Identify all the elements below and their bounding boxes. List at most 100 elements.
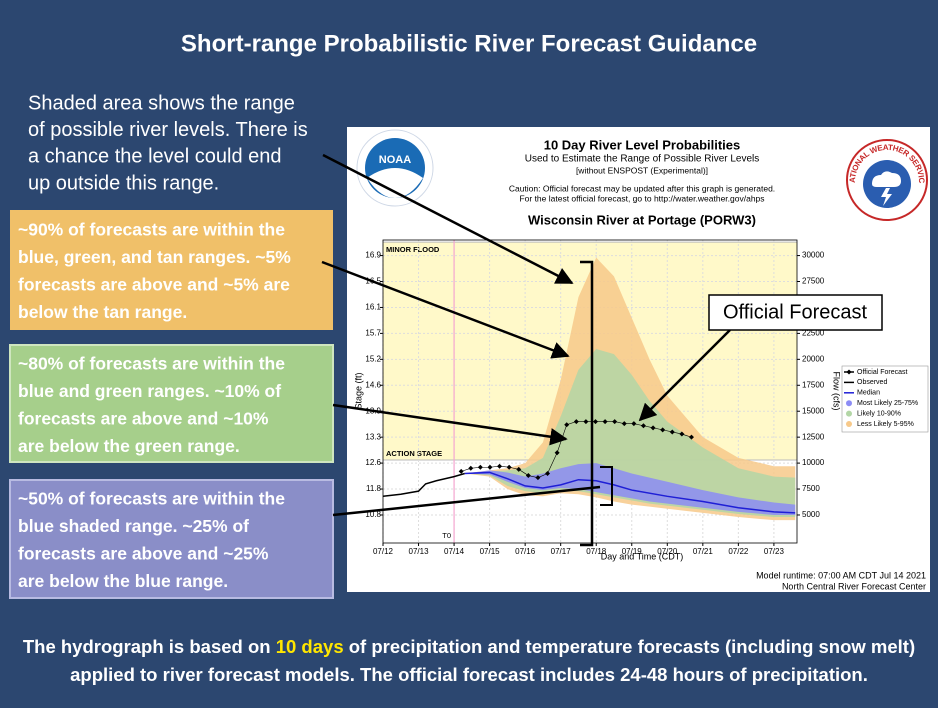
legend-swatch [846, 410, 852, 417]
stage-axis-label: Stage (ft) [353, 372, 363, 409]
legend-label: Median [857, 390, 880, 397]
arrow [332, 485, 601, 517]
bracket [580, 260, 594, 547]
forecast-point [631, 421, 637, 427]
forecast-point [545, 470, 551, 476]
legend-label: Observed [857, 379, 887, 386]
box-line: forecasts are above and ~25% [18, 544, 269, 564]
box-texts: ~90% of forecasts are within the blue, gr… [18, 220, 291, 592]
threshold-label: MINOR FLOOD [386, 245, 440, 254]
note-line: up outside this range. [28, 172, 219, 194]
caution: For the latest official forecast, go to … [519, 193, 764, 203]
forecast-point [564, 422, 570, 428]
forecast-point [660, 427, 666, 433]
arrow [321, 260, 570, 359]
arrow [332, 403, 568, 446]
forecast-point [535, 475, 541, 481]
footer-part: of precipitation and temperature forecas… [344, 636, 916, 657]
legend-label: Most Likely 25-75% [857, 400, 918, 407]
y-tick-label: 10000 [802, 458, 825, 467]
box-line: forecasts are above and ~5% are [18, 275, 290, 295]
forecast-point [468, 465, 474, 471]
center: North Central River Forecast Center [782, 581, 926, 591]
forecast-point [621, 421, 627, 427]
legend-swatch [846, 421, 852, 427]
station: Wisconsin River at Portage (PORW3) [528, 212, 756, 227]
y-tick-label: 7500 [802, 484, 820, 493]
footer-line: applied to river forecast models. The of… [70, 664, 868, 685]
y-tick-label: 30000 [802, 251, 825, 260]
series-line [464, 471, 796, 514]
box-line: ~80% of forecasts are within the [18, 354, 285, 374]
x-tick-label: 07/17 [551, 547, 572, 556]
forecast-point [487, 464, 493, 470]
noaa-gull [367, 168, 423, 198]
x-tick-label: 07/15 [480, 547, 501, 556]
y-axis-label: Flow (cfs) [832, 372, 842, 411]
stage-tick-label: 11.8 [366, 484, 382, 493]
nws-cloud [872, 171, 901, 187]
x-tick-label: 07/12 [373, 547, 394, 556]
forecast-point [583, 419, 589, 425]
x-tick-label: 07/14 [444, 547, 465, 556]
arrow [322, 153, 574, 285]
box-line: blue, green, and tan ranges. ~5% [18, 247, 291, 267]
x-tick-label: 07/23 [764, 547, 785, 556]
y-tick-label: 20000 [802, 354, 825, 363]
y-tick-label: 22500 [802, 328, 825, 337]
footer-part: The hydrograph is based on [23, 636, 276, 657]
legend-label: Official Forecast [857, 369, 907, 376]
stage-tick-label: 12.6 [365, 458, 381, 467]
runtime: Model runtime: 07:00 AM CDT Jul 14 2021 [756, 570, 926, 580]
y-tick-label: 15000 [802, 406, 825, 415]
series-line [383, 472, 465, 498]
legend-swatch [846, 400, 852, 407]
noaa-text: NOAA [379, 154, 411, 166]
forecast-point [640, 423, 646, 429]
t0-label: T0 [442, 531, 451, 540]
box-80 [9, 344, 334, 463]
x-tick-label: 07/16 [515, 547, 536, 556]
forecast-point [650, 425, 656, 431]
y-tick-label: 17500 [802, 380, 825, 389]
legend-box [841, 365, 929, 433]
x-tick-label: 07/18 [586, 547, 607, 556]
slide-title: Short-range Probabilistic River Forecast… [181, 30, 757, 57]
stage-tick-label: 14.6 [365, 380, 381, 389]
forecast-point [516, 466, 522, 472]
box-50 [9, 479, 334, 599]
note-line: a chance the level could end [28, 146, 282, 168]
box-line: below the tan range. [18, 302, 187, 322]
stage-tick-label: 10.8 [365, 510, 381, 519]
x-tick-label: 07/20 [657, 547, 678, 556]
forecast-point [525, 473, 531, 479]
forecast-point [688, 434, 694, 440]
forecast-point [506, 464, 512, 470]
stage-tick-label: 15.7 [365, 328, 381, 337]
forecast-point [679, 431, 685, 437]
nws-bolt [881, 188, 892, 206]
legend-swatch [846, 369, 852, 375]
box-90 [10, 210, 333, 330]
forecast-point [497, 463, 503, 469]
stage-tick-label: 15.2 [365, 354, 381, 363]
x-tick-label: 07/13 [409, 547, 430, 556]
arrow [638, 329, 731, 422]
x-tick-label: 07/19 [622, 547, 643, 556]
x-tick-label: 07/22 [728, 547, 749, 556]
note-line: Shaded area shows the range [28, 92, 295, 114]
box-line: ~50% of forecasts are within the [18, 489, 285, 509]
box-line: are below the blue range. [18, 571, 228, 591]
forecast-point [477, 464, 483, 470]
box-line: forecasts are above and ~10% [18, 409, 269, 429]
plot-frame [382, 239, 798, 544]
x-tick-label: 07/21 [693, 547, 714, 556]
forecast-point [602, 419, 608, 425]
callout-text: Official Forecast [723, 301, 868, 323]
forecast-point [612, 419, 618, 425]
y-tick-label: 5000 [802, 510, 820, 519]
chart-subtitle: Used to Estimate the Range of Possible R… [525, 154, 760, 165]
y-tick-label: 27500 [802, 277, 825, 286]
box-line: are below the green range. [18, 436, 240, 456]
